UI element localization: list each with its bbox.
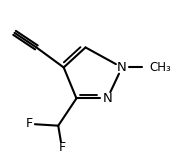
Text: CH₃: CH₃: [149, 61, 171, 74]
Text: N: N: [102, 92, 112, 105]
Text: N: N: [117, 61, 127, 74]
Text: F: F: [25, 117, 33, 130]
Text: F: F: [58, 141, 66, 154]
